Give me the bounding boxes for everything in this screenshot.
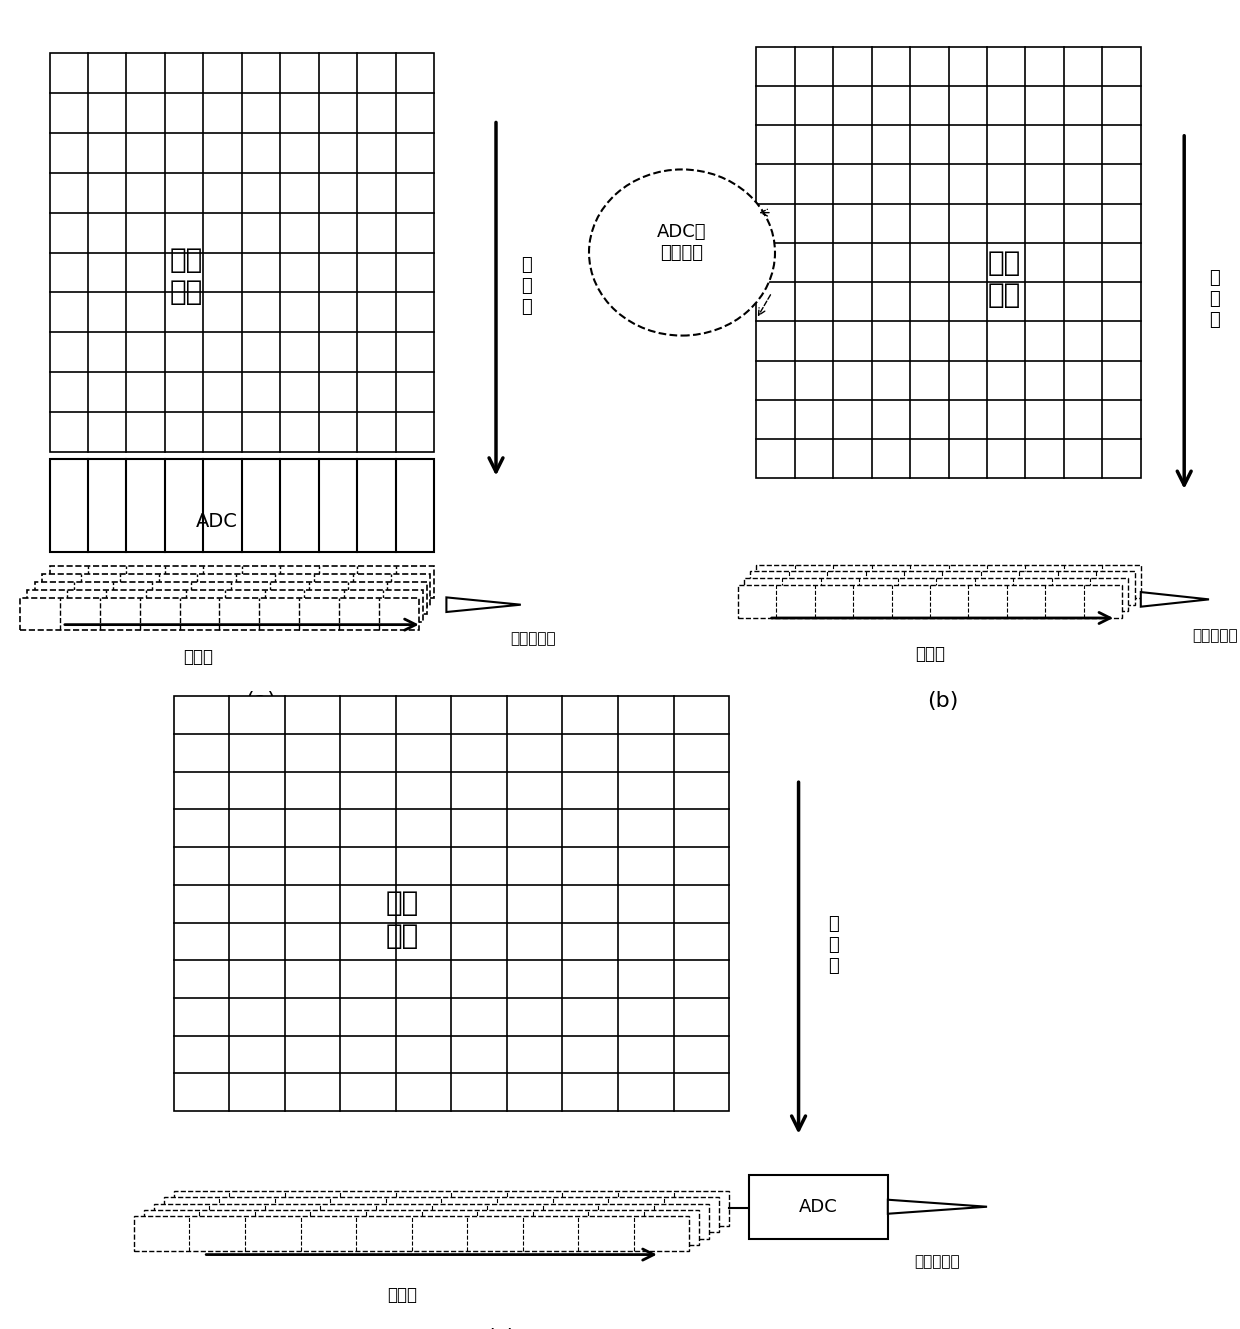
Text: 行
读
出: 行 读 出 [1209, 270, 1220, 328]
Text: 列读出: 列读出 [184, 649, 213, 666]
Text: 行
读
出: 行 读 出 [521, 256, 532, 315]
Text: 输出放大器: 输出放大器 [1193, 629, 1238, 643]
Bar [50, 459, 434, 552]
Text: ADC: ADC [799, 1197, 838, 1216]
Text: ADC和
驱动电路: ADC和 驱动电路 [657, 223, 707, 262]
Bar [144, 1209, 699, 1245]
Text: (b): (b) [926, 691, 959, 711]
Polygon shape [888, 1200, 987, 1213]
Bar [50, 566, 434, 598]
Bar [42, 574, 430, 606]
Bar [750, 571, 1135, 605]
Bar [174, 696, 729, 1111]
Bar [174, 1191, 729, 1225]
Polygon shape [1141, 593, 1209, 606]
Text: 列读出: 列读出 [387, 1286, 417, 1305]
Bar [20, 598, 419, 630]
Ellipse shape [589, 170, 775, 336]
Bar [154, 1204, 709, 1239]
Bar [744, 578, 1128, 611]
Bar [738, 585, 1122, 618]
Text: 输出放大器: 输出放大器 [915, 1255, 960, 1269]
Bar [134, 1216, 689, 1252]
Bar [35, 582, 427, 614]
Text: ADC: ADC [196, 512, 238, 532]
Text: 列读出: 列读出 [915, 645, 945, 663]
Text: 输出放大器: 输出放大器 [511, 631, 556, 646]
Bar [756, 47, 1141, 478]
Text: 像素
阵列: 像素 阵列 [988, 249, 1021, 310]
Polygon shape [446, 598, 521, 611]
Bar [50, 53, 434, 452]
Text: 像素
阵列: 像素 阵列 [170, 246, 202, 306]
Bar [164, 1197, 719, 1232]
Text: 像素
阵列: 像素 阵列 [386, 889, 418, 950]
Bar [756, 565, 1141, 598]
Bar [27, 590, 423, 622]
Text: (a): (a) [246, 691, 275, 711]
Text: 行
读
出: 行 读 出 [828, 916, 839, 975]
Bar [749, 1175, 888, 1239]
